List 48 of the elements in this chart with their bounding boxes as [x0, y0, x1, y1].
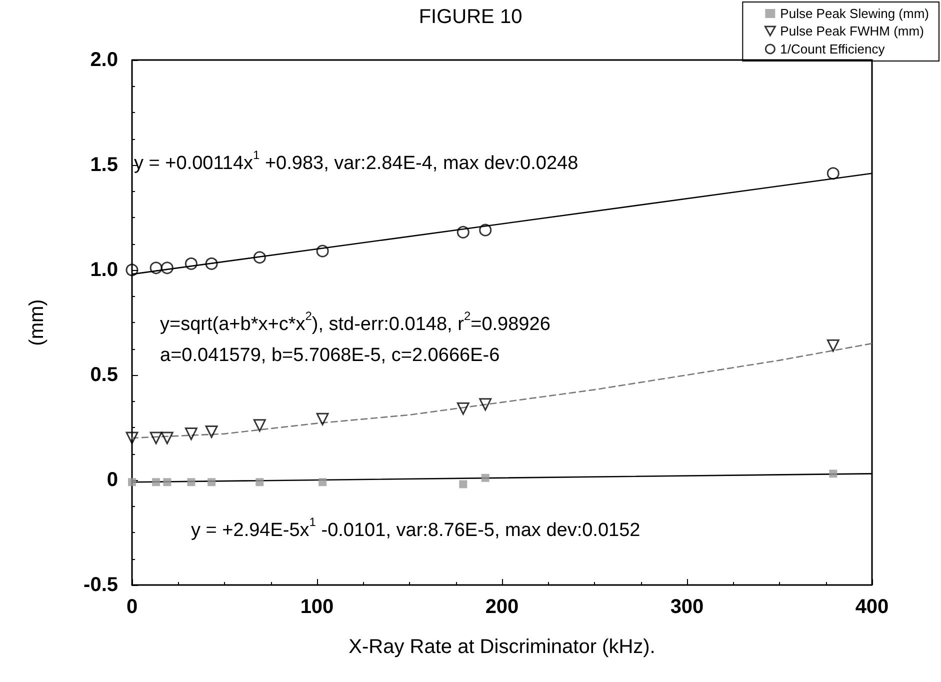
point [253, 419, 266, 432]
x-tick-label: 100 [300, 596, 334, 618]
point [456, 226, 470, 238]
point [316, 244, 329, 258]
point [152, 478, 160, 486]
point [126, 264, 138, 276]
point [829, 470, 838, 478]
x-tick-label: 200 [485, 596, 519, 618]
x-tick-label: 300 [670, 596, 704, 618]
legend-label: 1/Count Efficiency [780, 42, 886, 56]
y-tick-label: 1.0 [90, 259, 118, 281]
point [479, 398, 492, 411]
point [126, 432, 138, 444]
point [253, 251, 266, 264]
point [184, 257, 198, 270]
y-tick-label: 1.5 [90, 154, 118, 176]
point [160, 432, 174, 444]
point [456, 402, 470, 415]
point [184, 428, 198, 440]
point [187, 478, 196, 486]
point [479, 224, 492, 236]
y-tick-label: 2.0 [90, 49, 118, 71]
y-axis-title: (mm) [26, 299, 48, 346]
point [128, 478, 136, 486]
point [826, 167, 840, 180]
point [481, 474, 490, 482]
legend-label: Pulse Peak FWHM (mm) [780, 24, 924, 38]
chart-title: FIGURE 10 [418, 6, 522, 28]
point [150, 262, 162, 274]
point [318, 478, 327, 486]
x-tick-label: 0 [126, 596, 138, 618]
point [208, 478, 216, 486]
x-axis-title: X-Ray Rate at Discriminator (kHz). [348, 636, 656, 658]
annotation: a=0.041579, b=5.7068E-5, c=2.0666E-6 [160, 345, 500, 366]
point [160, 262, 174, 274]
point [826, 339, 840, 352]
y-tick-label: 0 [106, 469, 118, 491]
y-tick-label: 0.5 [90, 364, 118, 386]
point [205, 257, 218, 270]
point [150, 432, 162, 444]
point [459, 480, 468, 488]
point [163, 478, 172, 486]
y-tick-label: -0.5 [84, 574, 118, 596]
legend-label: Pulse Peak Slewing (mm) [780, 6, 929, 21]
point [316, 412, 329, 426]
point [256, 478, 264, 486]
point [205, 425, 218, 438]
x-tick-label: 400 [855, 596, 889, 618]
